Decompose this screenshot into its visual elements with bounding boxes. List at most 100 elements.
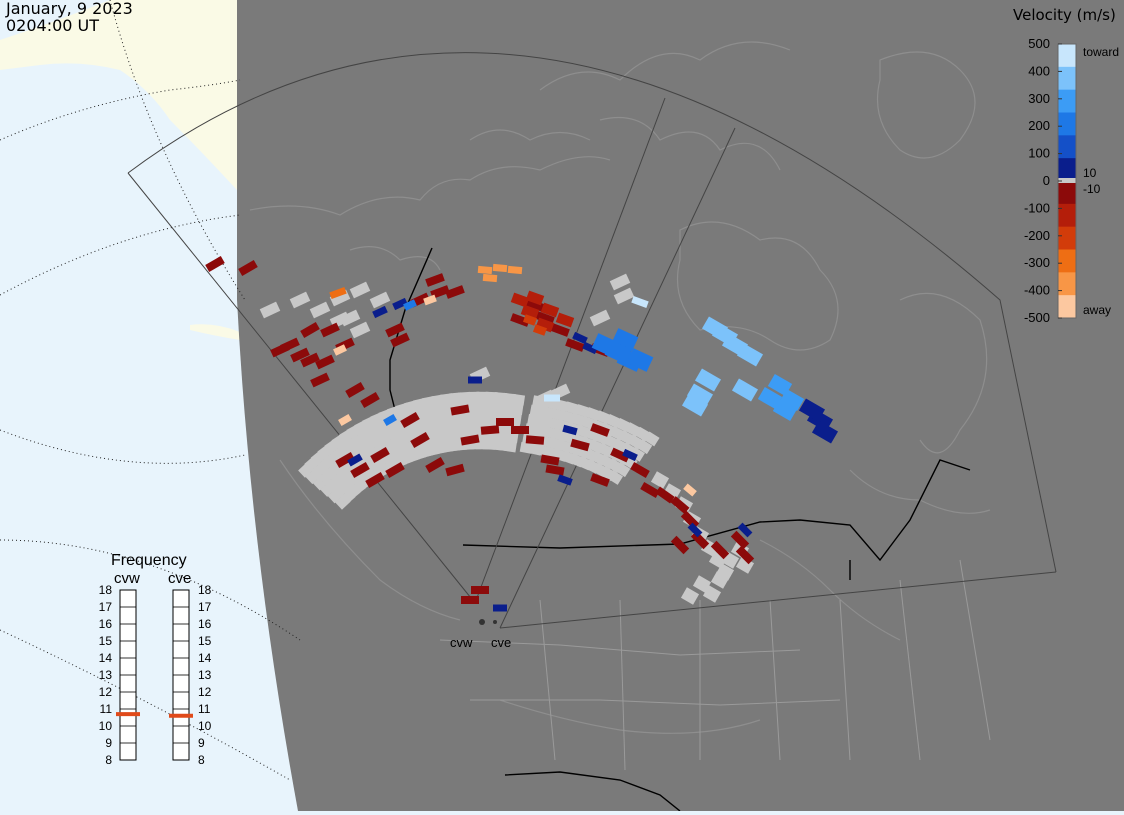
country-borders [389, 247, 971, 812]
frequency-label-left: 11 [100, 702, 113, 716]
scatter-cell [545, 464, 565, 476]
scatter-cell [510, 403, 524, 415]
scatter-cell [582, 341, 598, 355]
frequency-labels: 18 18 17 17 16 16 15 15 14 14 13 13 12 12 11 11 10 10 9 9 8 8 [99, 583, 212, 767]
scatter-cell [540, 406, 555, 419]
scatter-cell [410, 432, 430, 448]
scatter-cell [737, 522, 753, 538]
scatter-cell [259, 301, 281, 319]
scatter-cell [482, 273, 498, 283]
scatter-cell [686, 383, 714, 407]
scatter-cell [350, 462, 370, 478]
colorbar-cell [1058, 203, 1076, 228]
frequency-label-left: 15 [99, 634, 113, 648]
date-label: January, 9 2023 [6, 0, 133, 18]
scatter-cell [570, 438, 590, 452]
scatter-cell [238, 260, 258, 276]
scatter-cell [655, 486, 675, 504]
scatter-cell [690, 530, 710, 550]
scatter-cell [290, 347, 310, 363]
scatter-cell [385, 462, 405, 478]
night-region [237, 0, 1124, 811]
frequency-label-right: 13 [198, 668, 212, 682]
scatter-cell [622, 448, 638, 462]
frequency-label-left: 8 [105, 753, 112, 767]
scatter-cell [315, 354, 335, 370]
colorbar-cell [1058, 249, 1076, 273]
scatter-cell [613, 287, 635, 305]
scatter-cell [300, 352, 320, 368]
scatter-cell [702, 585, 722, 603]
scatter-cell [425, 273, 445, 287]
state-borders [439, 559, 991, 771]
frequency-label-right: 11 [198, 702, 211, 716]
scatter-cell [550, 323, 570, 337]
scatter-cell [445, 463, 465, 477]
colorbar-tick-label: 100 [1028, 146, 1050, 161]
colorbar-tick-label: 0 [1043, 173, 1050, 188]
frequency-label-left: 9 [105, 736, 112, 750]
scatter-cell [591, 333, 619, 357]
scatter-cell [450, 404, 470, 416]
scatter-cell [557, 474, 573, 486]
frequency-label-left: 18 [99, 583, 113, 597]
scatter-cell [626, 348, 654, 372]
scatter-cell [555, 312, 575, 328]
scatter-cell [585, 407, 601, 421]
colorbar-away-label: away [1083, 303, 1111, 317]
frequency-label-right: 8 [198, 753, 205, 767]
frequency-label-left: 16 [99, 617, 113, 631]
scatter-cell [520, 304, 540, 320]
scatter-cell [280, 337, 300, 353]
colorbar-tick-label: -500 [1024, 310, 1050, 325]
frequency-label-right: 17 [198, 600, 212, 614]
scatter-cell [607, 470, 624, 485]
scatter-cell [757, 386, 783, 410]
scatter-cell [630, 462, 650, 478]
scatter-cell [400, 412, 420, 428]
scatter-cell [480, 425, 500, 435]
frequency-radar-cve: cve [168, 570, 191, 587]
radar-label-cve: cve [491, 635, 511, 650]
scatter-cell [560, 410, 576, 424]
radar-sites [479, 619, 497, 625]
scatter-cell [572, 331, 588, 345]
scatter-cell [550, 408, 565, 421]
frequency-label-right: 15 [198, 634, 212, 648]
alaska-landmass [0, 0, 237, 190]
frequency-label-left: 12 [99, 685, 113, 699]
scatter-cell [468, 376, 482, 384]
colorbar-cell [1058, 135, 1076, 159]
scatter-cell [385, 322, 405, 338]
velocity-colorbar: 500 400 300 200 100 0 -100 -200 -300 -400 -500 tow… [1024, 36, 1119, 325]
scatter-cell [493, 604, 507, 612]
scatter-cell [779, 388, 805, 412]
colorbar-tick-label: 300 [1028, 91, 1050, 106]
scatter-cell [507, 265, 523, 275]
colorbar-cells [1058, 44, 1076, 319]
scatter-cell [338, 413, 352, 427]
scatter-cell [403, 299, 417, 311]
frequency-bars [116, 589, 193, 761]
scatter-cell [522, 314, 538, 326]
frequency-label-right: 16 [198, 617, 212, 631]
scatter-cell [540, 302, 560, 318]
scatter-cell [680, 587, 700, 605]
frequency-panel: Frequency cvw cve 18 18 17 17 16 16 15 15 14 14 13… [99, 552, 212, 767]
colorbar-cell [1058, 272, 1076, 296]
scatter-cell [564, 401, 579, 415]
frequency-radar-cvw: cvw [114, 570, 140, 587]
colorbar-minus-ten-label: -10 [1083, 182, 1101, 196]
scatter-cell [461, 596, 479, 604]
scatter-cell [575, 404, 590, 418]
scatter-cell [736, 343, 764, 367]
scatter-cell [496, 418, 514, 426]
colorbar-tick-label: -300 [1024, 255, 1050, 270]
colorbar-cell [1058, 112, 1076, 136]
frequency-label-right: 12 [198, 685, 212, 699]
aleutian-strip [190, 324, 240, 340]
scatter-cell [610, 447, 630, 463]
colorbar-tick-label: 500 [1028, 36, 1050, 51]
scatter-cell [527, 413, 541, 426]
